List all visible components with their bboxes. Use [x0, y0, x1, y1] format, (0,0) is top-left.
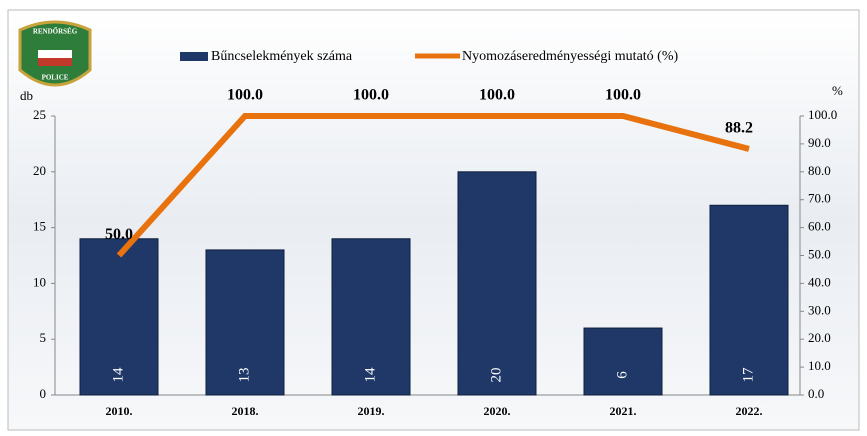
y2-tick-label: 100.0	[808, 107, 837, 122]
bar-value-label: 20	[488, 368, 504, 383]
line-value-label: 100.0	[479, 87, 515, 104]
y-axis-label: db	[20, 88, 33, 103]
y2-tick-label: 20.0	[808, 330, 831, 345]
y2-tick-label: 60.0	[808, 219, 831, 234]
x-tick-label: 2020.	[484, 404, 511, 418]
line	[116, 113, 750, 258]
y2-tick-label: 40.0	[808, 274, 831, 289]
bar-value-label: 13	[236, 368, 252, 383]
bar-value-label: 14	[110, 367, 126, 383]
line-value-label: 100.0	[227, 87, 263, 104]
y2-axis-label: %	[832, 83, 843, 98]
legend-label: Bűncselekmények száma	[211, 49, 353, 64]
bar	[205, 249, 285, 396]
x-tick-label: 2022.	[736, 404, 763, 418]
y2-tick-label: 50.0	[808, 246, 831, 261]
x-tick-label: 2010.	[106, 404, 133, 418]
line-value-label: 100.0	[353, 87, 389, 104]
bar	[457, 171, 537, 396]
y-tick-label: 15	[33, 219, 46, 234]
logo-stripe	[38, 58, 72, 66]
x-tick-label: 2019.	[358, 404, 385, 418]
y2-tick-label: 70.0	[808, 191, 831, 206]
logo-stripe	[38, 50, 72, 58]
logo-text: RENDŐRSÉG	[33, 28, 78, 36]
logo-text: POLICE	[42, 74, 69, 82]
y2-tick-label: 30.0	[808, 302, 831, 317]
line-value-label: 100.0	[605, 87, 641, 104]
bar	[709, 204, 789, 396]
bar-value-label: 6	[614, 371, 630, 379]
y-tick-label: 0	[40, 386, 47, 401]
y-tick-label: 5	[40, 330, 47, 345]
bar	[79, 238, 159, 396]
y2-tick-label: 10.0	[808, 358, 831, 373]
legend-swatch	[180, 52, 208, 61]
bar	[583, 327, 663, 396]
logo: RENDŐRSÉG POLICE	[18, 20, 92, 87]
bar-value-label: 14	[362, 367, 378, 383]
bar	[331, 238, 411, 396]
y-tick-label: 25	[33, 107, 46, 122]
x-tick-label: 2018.	[232, 404, 259, 418]
legend-label: Nyomozáseredményességi mutató (%)	[462, 49, 678, 64]
y2-tick-label: 0.0	[808, 386, 824, 401]
y-tick-label: 20	[33, 163, 46, 178]
y2-tick-label: 90.0	[808, 135, 831, 150]
bar-value-label: 17	[740, 367, 756, 383]
x-tick-label: 2021.	[610, 404, 637, 418]
y2-tick-label: 80.0	[808, 163, 831, 178]
y-tick-label: 10	[33, 274, 46, 289]
line-value-label: 88.2	[725, 120, 753, 137]
line-value-label: 50.0	[105, 226, 133, 243]
